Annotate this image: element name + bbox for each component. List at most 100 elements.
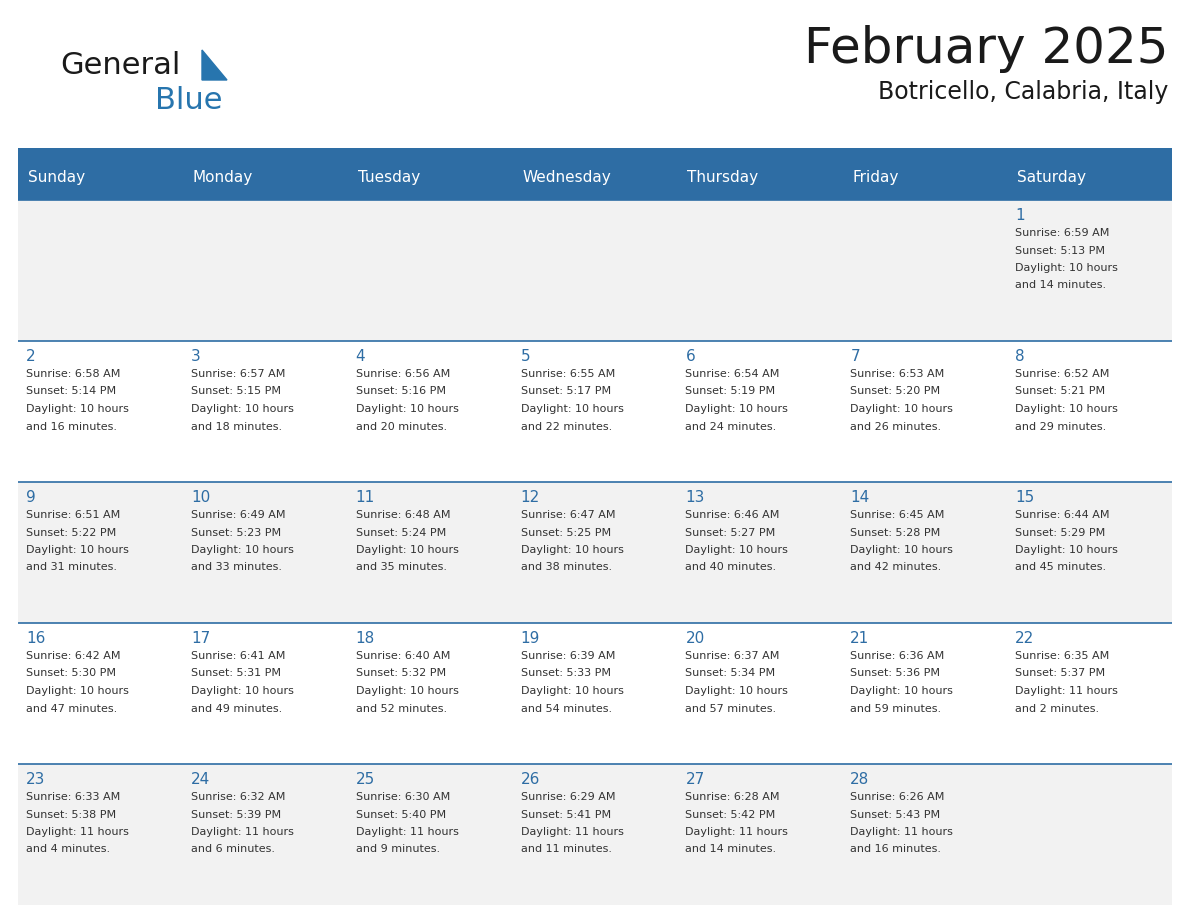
Text: 24: 24 bbox=[191, 772, 210, 787]
Text: Daylight: 11 hours: Daylight: 11 hours bbox=[1015, 686, 1118, 696]
Bar bbox=[348, 155, 512, 200]
Text: and 49 minutes.: and 49 minutes. bbox=[191, 703, 282, 713]
Text: and 31 minutes.: and 31 minutes. bbox=[26, 563, 116, 573]
Bar bbox=[183, 623, 348, 764]
Text: Daylight: 11 hours: Daylight: 11 hours bbox=[26, 827, 128, 837]
Text: Wednesday: Wednesday bbox=[523, 170, 612, 185]
Text: Sunset: 5:32 PM: Sunset: 5:32 PM bbox=[355, 668, 446, 678]
Text: Sunrise: 6:44 AM: Sunrise: 6:44 AM bbox=[1015, 510, 1110, 520]
Text: and 22 minutes.: and 22 minutes. bbox=[520, 421, 612, 431]
Text: Sunrise: 6:53 AM: Sunrise: 6:53 AM bbox=[851, 369, 944, 379]
Text: and 38 minutes.: and 38 minutes. bbox=[520, 563, 612, 573]
Text: and 18 minutes.: and 18 minutes. bbox=[191, 421, 282, 431]
Text: 25: 25 bbox=[355, 772, 375, 787]
Text: Sunset: 5:40 PM: Sunset: 5:40 PM bbox=[355, 810, 446, 820]
Text: Sunrise: 6:57 AM: Sunrise: 6:57 AM bbox=[191, 369, 285, 379]
Text: and 26 minutes.: and 26 minutes. bbox=[851, 421, 941, 431]
Bar bbox=[842, 482, 1007, 623]
Text: Monday: Monday bbox=[192, 170, 253, 185]
Text: 11: 11 bbox=[355, 490, 375, 505]
Bar bbox=[677, 200, 842, 341]
Bar bbox=[1007, 623, 1173, 764]
Text: 7: 7 bbox=[851, 349, 860, 364]
Bar bbox=[677, 764, 842, 905]
Bar bbox=[348, 200, 512, 341]
Text: Sunset: 5:30 PM: Sunset: 5:30 PM bbox=[26, 668, 116, 678]
Text: Saturday: Saturday bbox=[1017, 170, 1086, 185]
Text: and 40 minutes.: and 40 minutes. bbox=[685, 563, 777, 573]
Text: 4: 4 bbox=[355, 349, 366, 364]
Text: Daylight: 11 hours: Daylight: 11 hours bbox=[355, 827, 459, 837]
Text: Sunset: 5:42 PM: Sunset: 5:42 PM bbox=[685, 810, 776, 820]
Text: 8: 8 bbox=[1015, 349, 1025, 364]
Bar bbox=[842, 764, 1007, 905]
Text: Sunrise: 6:42 AM: Sunrise: 6:42 AM bbox=[26, 651, 120, 661]
Text: Sunrise: 6:28 AM: Sunrise: 6:28 AM bbox=[685, 792, 781, 802]
Text: and 2 minutes.: and 2 minutes. bbox=[1015, 703, 1099, 713]
Text: Daylight: 11 hours: Daylight: 11 hours bbox=[191, 827, 293, 837]
Bar bbox=[1007, 155, 1173, 200]
Text: Sunset: 5:17 PM: Sunset: 5:17 PM bbox=[520, 386, 611, 397]
Bar bbox=[677, 341, 842, 482]
Text: Sunrise: 6:51 AM: Sunrise: 6:51 AM bbox=[26, 510, 120, 520]
Text: Daylight: 10 hours: Daylight: 10 hours bbox=[1015, 404, 1118, 414]
Text: Sunrise: 6:39 AM: Sunrise: 6:39 AM bbox=[520, 651, 615, 661]
Text: 27: 27 bbox=[685, 772, 704, 787]
Bar bbox=[842, 341, 1007, 482]
Text: 12: 12 bbox=[520, 490, 539, 505]
Text: Daylight: 10 hours: Daylight: 10 hours bbox=[26, 686, 128, 696]
Text: Sunrise: 6:32 AM: Sunrise: 6:32 AM bbox=[191, 792, 285, 802]
Text: Sunset: 5:31 PM: Sunset: 5:31 PM bbox=[191, 668, 280, 678]
Text: Daylight: 10 hours: Daylight: 10 hours bbox=[851, 404, 953, 414]
Text: 23: 23 bbox=[26, 772, 45, 787]
Text: 28: 28 bbox=[851, 772, 870, 787]
Text: Daylight: 10 hours: Daylight: 10 hours bbox=[191, 545, 293, 555]
Text: Sunrise: 6:29 AM: Sunrise: 6:29 AM bbox=[520, 792, 615, 802]
Text: Sunset: 5:25 PM: Sunset: 5:25 PM bbox=[520, 528, 611, 538]
Text: Botricello, Calabria, Italy: Botricello, Calabria, Italy bbox=[878, 80, 1168, 104]
Text: and 11 minutes.: and 11 minutes. bbox=[520, 845, 612, 855]
Text: Sunset: 5:27 PM: Sunset: 5:27 PM bbox=[685, 528, 776, 538]
Text: and 52 minutes.: and 52 minutes. bbox=[355, 703, 447, 713]
Text: and 24 minutes.: and 24 minutes. bbox=[685, 421, 777, 431]
Bar bbox=[512, 200, 677, 341]
Text: 26: 26 bbox=[520, 772, 541, 787]
Text: Sunset: 5:41 PM: Sunset: 5:41 PM bbox=[520, 810, 611, 820]
Text: Sunset: 5:13 PM: Sunset: 5:13 PM bbox=[1015, 245, 1105, 255]
Text: Sunset: 5:19 PM: Sunset: 5:19 PM bbox=[685, 386, 776, 397]
Text: Sunset: 5:39 PM: Sunset: 5:39 PM bbox=[191, 810, 282, 820]
Text: Daylight: 10 hours: Daylight: 10 hours bbox=[26, 545, 128, 555]
Bar bbox=[677, 482, 842, 623]
Bar bbox=[18, 764, 183, 905]
Text: and 59 minutes.: and 59 minutes. bbox=[851, 703, 941, 713]
Text: 2: 2 bbox=[26, 349, 36, 364]
Text: Daylight: 10 hours: Daylight: 10 hours bbox=[191, 686, 293, 696]
Text: 13: 13 bbox=[685, 490, 704, 505]
Text: 6: 6 bbox=[685, 349, 695, 364]
Text: Sunrise: 6:40 AM: Sunrise: 6:40 AM bbox=[355, 651, 450, 661]
Text: and 16 minutes.: and 16 minutes. bbox=[26, 421, 116, 431]
Text: 1: 1 bbox=[1015, 208, 1025, 223]
Bar bbox=[18, 623, 183, 764]
Text: Sunset: 5:33 PM: Sunset: 5:33 PM bbox=[520, 668, 611, 678]
Text: and 4 minutes.: and 4 minutes. bbox=[26, 845, 110, 855]
Text: and 6 minutes.: and 6 minutes. bbox=[191, 845, 274, 855]
Text: 3: 3 bbox=[191, 349, 201, 364]
Text: 16: 16 bbox=[26, 631, 45, 646]
Text: Sunday: Sunday bbox=[29, 170, 86, 185]
Text: February 2025: February 2025 bbox=[803, 25, 1168, 73]
Bar bbox=[18, 341, 183, 482]
Bar bbox=[512, 482, 677, 623]
Bar bbox=[348, 482, 512, 623]
Bar bbox=[183, 155, 348, 200]
Text: and 33 minutes.: and 33 minutes. bbox=[191, 563, 282, 573]
Text: Sunrise: 6:41 AM: Sunrise: 6:41 AM bbox=[191, 651, 285, 661]
Bar bbox=[1007, 200, 1173, 341]
Text: 5: 5 bbox=[520, 349, 530, 364]
Text: Sunset: 5:34 PM: Sunset: 5:34 PM bbox=[685, 668, 776, 678]
Text: Sunset: 5:28 PM: Sunset: 5:28 PM bbox=[851, 528, 941, 538]
Bar bbox=[677, 623, 842, 764]
Text: Sunrise: 6:47 AM: Sunrise: 6:47 AM bbox=[520, 510, 615, 520]
Text: Sunrise: 6:46 AM: Sunrise: 6:46 AM bbox=[685, 510, 779, 520]
Text: Sunrise: 6:49 AM: Sunrise: 6:49 AM bbox=[191, 510, 285, 520]
